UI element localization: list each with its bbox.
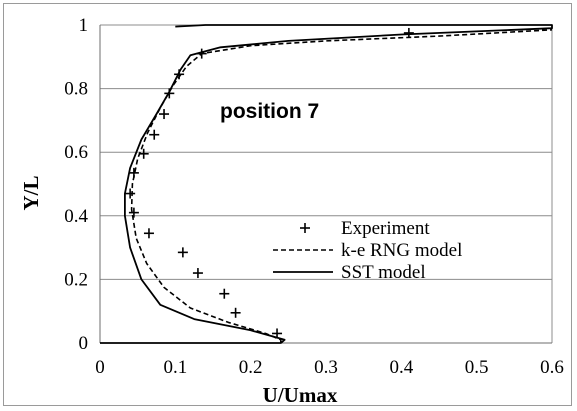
x-tick-label: 0.2: [239, 357, 263, 378]
x-tick-label: 0.3: [314, 357, 338, 378]
series-group: [100, 24, 553, 344]
experiment-point: [159, 109, 170, 120]
series-line-ke-rng: [130, 29, 553, 343]
x-axis-label: U/Umax: [263, 383, 338, 407]
experiment-point: [219, 288, 230, 299]
y-axis-label: Y/L: [19, 175, 43, 210]
legend-label: SST model: [341, 262, 426, 283]
tick-labels: 0 0.2 0.4 0.6 0.8 1 0 0.1 0.2 0.3 0.4 0.5 0.6: [64, 15, 564, 378]
x-tick-label: 0.6: [540, 357, 564, 378]
y-tick-label: 0.6: [64, 142, 88, 163]
y-tick-label: 0: [79, 333, 89, 354]
x-tick-label: 0.4: [389, 357, 413, 378]
legend-label: k-e RNG model: [341, 240, 462, 261]
experiment-point: [403, 27, 414, 38]
legend-label: Experiment: [341, 218, 430, 239]
x-tick-label: 0.5: [465, 357, 489, 378]
grid-lines: [100, 24, 552, 344]
series-line-sst: [100, 24, 553, 344]
y-tick-label: 1: [79, 15, 89, 36]
experiment-point: [230, 307, 241, 318]
experiment-point: [125, 188, 136, 199]
annotation-position: position 7: [220, 100, 319, 123]
axes: [99, 25, 553, 344]
y-tick-label: 0.8: [64, 79, 88, 100]
experiment-point: [177, 247, 188, 258]
y-tick-label: 0.2: [64, 269, 88, 290]
chart-frame: [3, 3, 572, 406]
experiment-point: [128, 207, 139, 218]
y-tick-label: 0.4: [64, 206, 88, 227]
experiment-point: [192, 268, 203, 279]
experiment-point: [149, 129, 160, 140]
legend-marker-experiment: [300, 223, 310, 233]
experiment-point: [143, 228, 154, 239]
x-tick-label: 0: [95, 357, 105, 378]
x-tick-label: 0.1: [163, 357, 187, 378]
